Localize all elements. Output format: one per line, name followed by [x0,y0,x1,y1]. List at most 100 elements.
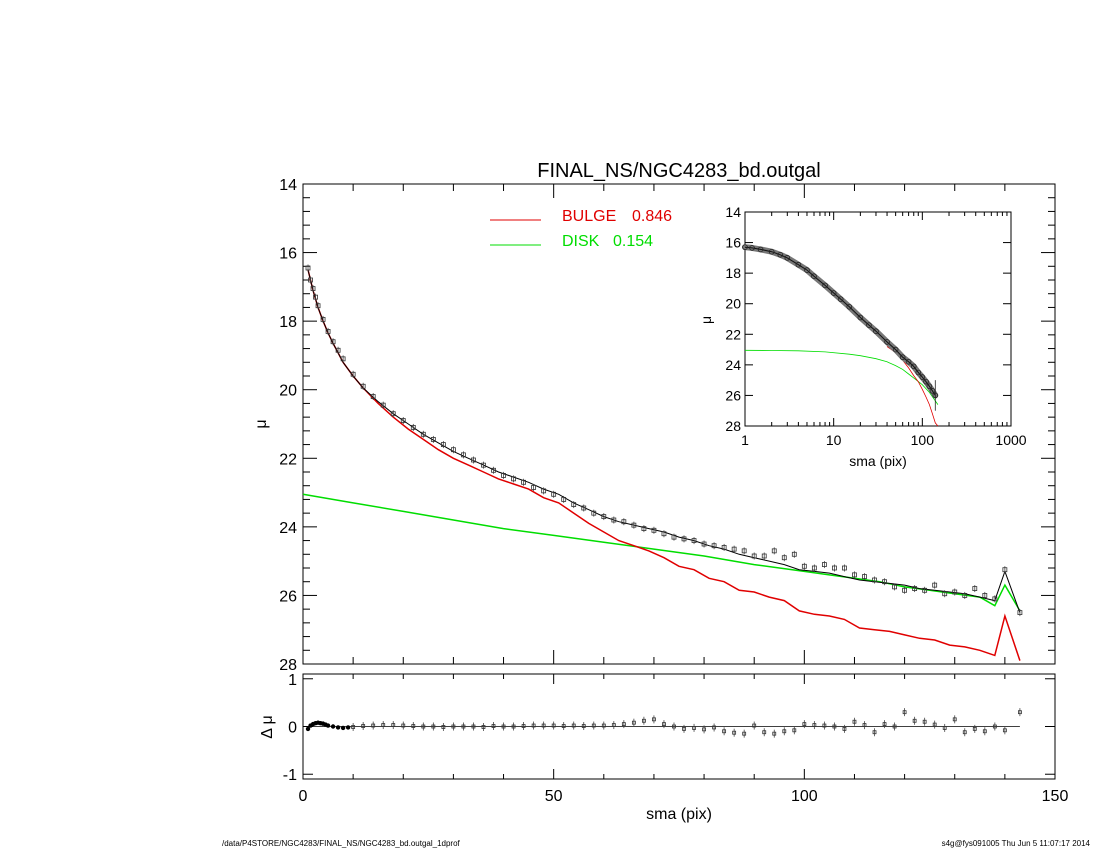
data-point [601,514,607,519]
data-point [491,467,496,473]
data-point [711,543,717,549]
data-point [962,593,968,598]
data-point [611,517,617,523]
data-point [320,317,326,322]
data-point [461,452,466,458]
data-point [313,294,318,300]
data-point [561,497,567,502]
residual-point [431,724,436,729]
main-y-tick-label: 18 [279,314,297,331]
residual-point [762,730,767,735]
residual-point [752,723,757,728]
inset-y-tick-label: 16 [725,235,741,251]
main-y-tick-label: 14 [279,177,297,194]
residual-point [381,723,386,727]
data-point [400,418,406,423]
inset-axis-ticks: 1 10 100 1000 14 16 18 20 22 24 26 28 [725,204,1026,448]
x-tick-label: 100 [791,788,818,805]
inset-data-point [915,369,922,376]
data-point [621,519,627,525]
residual-point [962,730,967,735]
data-point [591,510,597,516]
residual-y-tick-label: 0 [288,720,297,737]
inset-data-point [846,303,853,310]
residual-axis-ticks: 0 50 100 150-101 [283,672,1069,805]
data-point [842,565,847,571]
data-point [631,522,637,528]
data-point [872,577,877,583]
data-point [340,356,346,362]
residual-point [511,724,516,729]
inset-panel: 1 10 100 1000 14 16 18 20 22 24 26 28 sma (pix) μ [698,204,1027,469]
main-series [302,264,1023,661]
chart-title: FINAL_NS/NGC4283_bd.outgal [537,160,821,182]
residual-point [972,726,977,731]
inset-x-tick-label: 100 [911,432,935,448]
x-axis-label: sma (pix) [646,806,712,823]
residual-point [802,722,807,727]
residual-point [481,725,486,729]
main-plot-frame [302,183,1056,665]
inset-data-point [822,282,828,289]
inset-data-point [837,296,844,302]
main-axis-ticks: 14 16 18 20 22 24 26 28 [279,177,1055,674]
x-tick-label: 0 [299,788,308,805]
data-point [741,548,747,554]
data-point [932,582,938,588]
inset-data-point [892,346,899,353]
residual-panel: 0 50 100 150-101 sma (pix) Δ μ [259,672,1068,823]
inset-y-tick-label: 24 [725,357,741,373]
residual-point [371,723,376,728]
residual-point [882,722,887,727]
data-point [330,339,336,345]
inset-x-tick-label: 1 [741,432,749,448]
inset-data-point [784,255,791,261]
data-point [551,491,557,497]
residual-point [892,724,897,729]
data-point [882,579,887,585]
residual-point [521,724,526,728]
residual-point [832,724,837,729]
residual-point [732,730,737,735]
legend-bulge-value: 0.846 [632,208,672,225]
residual-point [501,724,506,729]
residual-point [330,724,336,729]
x-tick-label: 50 [545,788,563,805]
data-point [315,303,321,309]
data-point [721,545,727,550]
inset-y-tick-label: 26 [725,387,741,403]
residual-point [742,731,747,736]
residual-point [451,724,456,729]
data-point [801,563,807,569]
residual-point [551,723,556,728]
inset-data-point [768,248,775,255]
residual-point [571,723,576,728]
inset-data-point [910,363,917,370]
inset-y-tick-label: 20 [725,296,741,312]
residual-point [391,723,396,727]
data-point [440,442,446,447]
x-tick-label: 150 [1042,788,1069,805]
inset-data-point [919,374,926,380]
data-point [350,371,356,377]
residual-point [401,723,406,728]
residual-point [652,717,656,722]
data-point [641,526,647,531]
inset-x-tick-label: 1000 [995,432,1026,448]
inset-data-point [905,358,912,365]
residual-point [772,731,777,736]
residual-point [912,718,917,723]
footer-file-path: /data/P4STORE/NGC4283/FINAL_NS/NGC4283_b… [222,839,461,848]
data-point [571,502,577,507]
main-y-axis-label: μ [253,419,270,428]
residual-point [561,724,566,728]
residual-point [642,718,646,723]
main-panel: 14 16 18 20 22 24 26 28 μ BULGE 0.846 DISK 0.15… [253,177,1056,674]
residual-point [852,719,857,724]
inset-data-point [742,244,748,250]
residual-point [461,724,466,729]
inset-y-tick-label: 28 [725,418,741,434]
inset-y-tick-label: 18 [725,265,741,281]
residual-y-tick-label: -1 [283,767,297,784]
data-point [370,394,376,399]
